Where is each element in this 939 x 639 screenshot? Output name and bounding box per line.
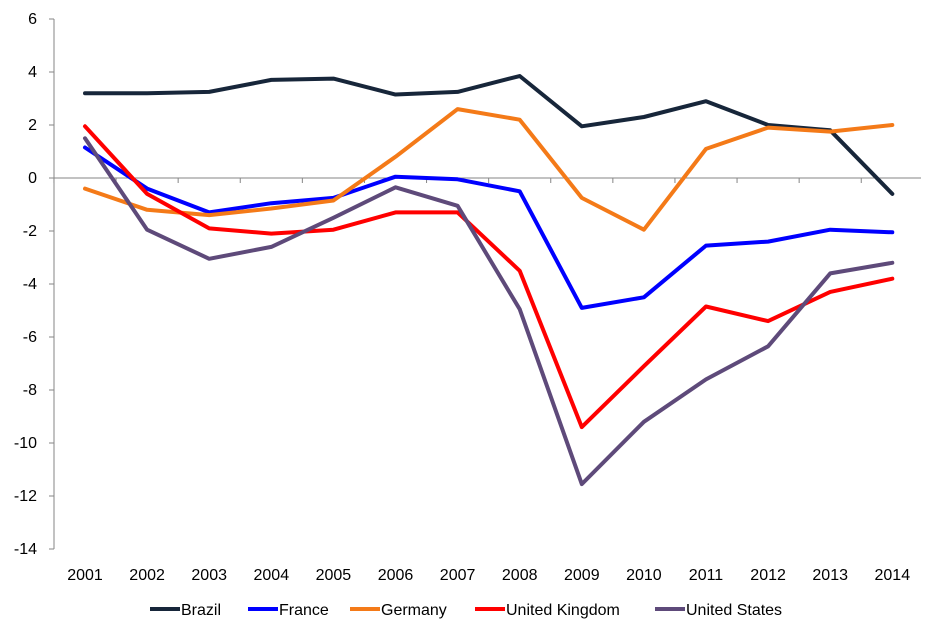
legend-item-france: France: [248, 602, 329, 619]
x-tick-label: 2009: [564, 567, 600, 584]
x-tick-label: 2001: [67, 567, 103, 584]
x-tick-label: 2010: [626, 567, 662, 584]
legend-label: France: [279, 602, 329, 619]
axes: 6 4 2 0 -2 -4 -6 -8 -10 -12 -14 2001 2002 2003 2004 200…: [14, 11, 921, 584]
series-line-united-states: [83, 136, 895, 487]
x-tick-label: 2011: [689, 567, 724, 584]
y-tick-label: -4: [23, 276, 37, 293]
y-tick-label: -2: [23, 223, 37, 240]
y-tick-label: -8: [23, 382, 37, 399]
x-tick-label: 2013: [812, 567, 848, 584]
y-tick-label: 6: [28, 11, 37, 28]
series-line-brazil: [83, 74, 895, 196]
legend-label: Brazil: [181, 602, 221, 619]
y-tick-label: -12: [14, 488, 37, 505]
legend-item-united-kingdom: United Kingdom: [475, 602, 620, 619]
y-tick-label: 2: [28, 117, 37, 134]
legend: Brazil France Germany United Kingdom United …: [150, 602, 782, 619]
x-tick-label: 2002: [129, 567, 165, 584]
legend-label: United States: [686, 602, 782, 619]
series-line-united-kingdom: [83, 124, 895, 430]
x-tick-label: 2006: [378, 567, 414, 584]
legend-label: United Kingdom: [506, 602, 620, 619]
series-layer: [83, 74, 895, 487]
x-tick-label: 2007: [440, 567, 476, 584]
x-tick-label: 2004: [254, 567, 290, 584]
y-tick-label: -6: [23, 329, 37, 346]
legend-label: Germany: [381, 602, 447, 619]
x-tick-label: 2005: [316, 567, 352, 584]
series-line-germany: [83, 107, 895, 232]
x-tick-label: 2012: [750, 567, 786, 584]
series-line-france: [83, 145, 895, 310]
legend-item-brazil: Brazil: [150, 602, 221, 619]
y-tick-label: 0: [28, 170, 37, 187]
x-tick-label: 2014: [875, 567, 911, 584]
x-tick-label: 2008: [502, 567, 538, 584]
legend-item-germany: Germany: [350, 602, 447, 619]
legend-item-united-states: United States: [655, 602, 782, 619]
y-tick-label: -10: [14, 435, 37, 452]
x-tick-label: 2003: [191, 567, 227, 584]
y-tick-label: -14: [14, 541, 37, 558]
y-tick-label: 4: [28, 64, 37, 81]
